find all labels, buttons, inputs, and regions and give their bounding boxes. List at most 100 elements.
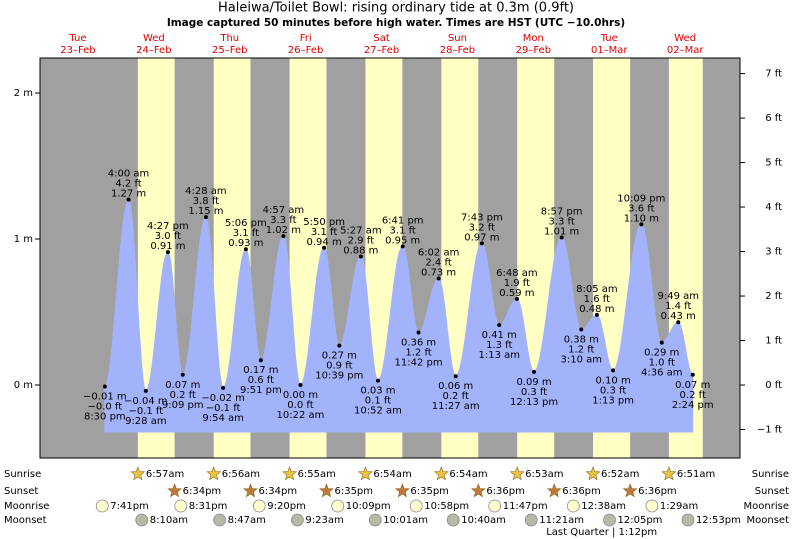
tide-label: 9:54 am — [202, 413, 244, 424]
moonrise-time: 11:47pm — [503, 501, 548, 512]
tide-area — [580, 314, 598, 433]
tide-point — [337, 343, 342, 348]
tide-point — [298, 383, 303, 388]
moonrise-time: 7:41pm — [110, 501, 149, 512]
tide-label: 1.27 m — [111, 189, 146, 200]
moonset-time: 11:21am — [539, 515, 584, 526]
tide-area — [145, 251, 169, 433]
day-of-week: Mon — [523, 33, 544, 44]
tide-label: 5:06 pm — [225, 218, 267, 229]
tide-area — [205, 215, 224, 433]
tide-point — [659, 340, 664, 345]
sunrise-time: 6:52am — [601, 469, 639, 480]
tide-point — [497, 323, 502, 328]
tide-label: 5:27 am — [340, 226, 382, 237]
day-of-week: Wed — [143, 33, 165, 44]
tide-area — [338, 255, 362, 433]
tide-label: 11:42 pm — [395, 357, 443, 368]
moonset-icon — [524, 513, 538, 527]
moonrise-time: 9:20pm — [267, 501, 306, 512]
tide-point — [639, 222, 644, 227]
moonrise-time: 10:09pm — [346, 501, 391, 512]
moonset-icon — [213, 513, 226, 527]
sunset-time: 6:36pm — [638, 486, 677, 497]
moonrise-icon — [95, 499, 109, 513]
sunrise-time: 6:54am — [449, 469, 487, 480]
moonset-time: 10:40am — [461, 515, 506, 526]
sunrise-time: 6:54am — [373, 469, 411, 480]
tide-label: 9:51 pm — [240, 385, 282, 396]
tide-label: 4:00 am — [108, 169, 150, 180]
tide-label: 0.43 m — [661, 311, 696, 322]
sunrise-icon — [206, 466, 222, 481]
tide-point — [559, 235, 564, 240]
tide-label: 0.95 m — [385, 235, 420, 246]
tide-area — [128, 197, 147, 433]
tide-area — [481, 242, 500, 433]
y2-tick-label: 3 ft — [765, 247, 782, 258]
moonset-time: 8:47am — [228, 515, 266, 526]
moonrise-icon — [331, 499, 345, 513]
tide-label: 0.91 m — [150, 241, 185, 252]
tide-label: −0.02 m — [201, 393, 245, 404]
moonrise-icon — [488, 499, 502, 513]
moon-phase: Last Quarter | 1:12pm — [546, 527, 657, 538]
y-tick-label: 2 m — [14, 88, 33, 99]
moonrise-time: 1:29am — [660, 501, 698, 512]
moonset-icon — [290, 513, 304, 527]
moonrise-time: 8:31pm — [189, 501, 228, 512]
tide-label: 10:09 pm — [617, 193, 665, 204]
date: 02–Mar — [667, 45, 704, 56]
date: 27–Feb — [364, 45, 399, 56]
y-tick-label: 0 m — [14, 380, 33, 391]
tide-point — [203, 215, 208, 220]
tide-label: 0.2 ft — [443, 391, 469, 402]
tide-label: 1.9 ft — [504, 278, 530, 289]
sunrise-icon — [661, 466, 677, 481]
y2-tick-label: 4 ft — [765, 202, 782, 213]
sunset-icon — [167, 483, 183, 498]
tide-area — [360, 255, 379, 433]
tide-label: 3.1 ft — [311, 227, 337, 238]
sunrise-icon — [509, 466, 525, 481]
tide-point — [143, 388, 148, 393]
date: 26–Feb — [288, 45, 323, 56]
tide-label: 0.48 m — [579, 304, 614, 315]
sunset-time: 6:34pm — [183, 486, 222, 497]
tide-label: 0.73 m — [421, 267, 456, 278]
tide-point — [322, 245, 327, 250]
tide-label: 8:05 am — [576, 284, 618, 295]
tide-label: 0.6 ft — [248, 375, 274, 386]
tide-label: 0.27 m — [322, 351, 357, 362]
tide-label: 9:49 am — [657, 291, 699, 302]
sunrise-icon — [130, 466, 146, 481]
sunset-time: 6:35pm — [334, 486, 373, 497]
day-of-week: Fri — [300, 33, 312, 44]
row-label: Moonrise — [744, 501, 789, 512]
tide-label: 8:57 pm — [541, 207, 583, 218]
moonset-icon — [446, 513, 460, 527]
tide-point — [358, 254, 363, 259]
tide-point — [400, 244, 405, 249]
tide-label: 0.09 m — [516, 377, 551, 388]
tide-area — [438, 277, 457, 433]
tide-label: 0.03 m — [360, 386, 395, 397]
tide-label: 10:22 am — [277, 410, 325, 421]
tide-label: 2:24 pm — [672, 400, 714, 411]
day-of-week: Tue — [68, 33, 86, 44]
sunset-icon — [470, 483, 486, 498]
tide-label: 3.0 ft — [155, 231, 181, 242]
tide-label: 1.4 ft — [665, 301, 691, 312]
tide-label: 1.3 ft — [486, 340, 512, 351]
tide-area — [612, 223, 642, 433]
tide-label: 7:43 pm — [461, 212, 503, 223]
sunrise-time: 6:53am — [525, 469, 563, 480]
tide-label: −0.1 ft — [206, 403, 241, 414]
tide-point — [102, 384, 107, 389]
sunrise-time: 6:55am — [298, 469, 336, 480]
moonrise-time: 12:38am — [581, 501, 626, 512]
tide-point — [690, 372, 695, 377]
moonset-time: 10:01am — [383, 515, 428, 526]
tide-label: 0.07 m — [675, 380, 710, 391]
y2-tick-label: 1 ft — [765, 336, 782, 347]
